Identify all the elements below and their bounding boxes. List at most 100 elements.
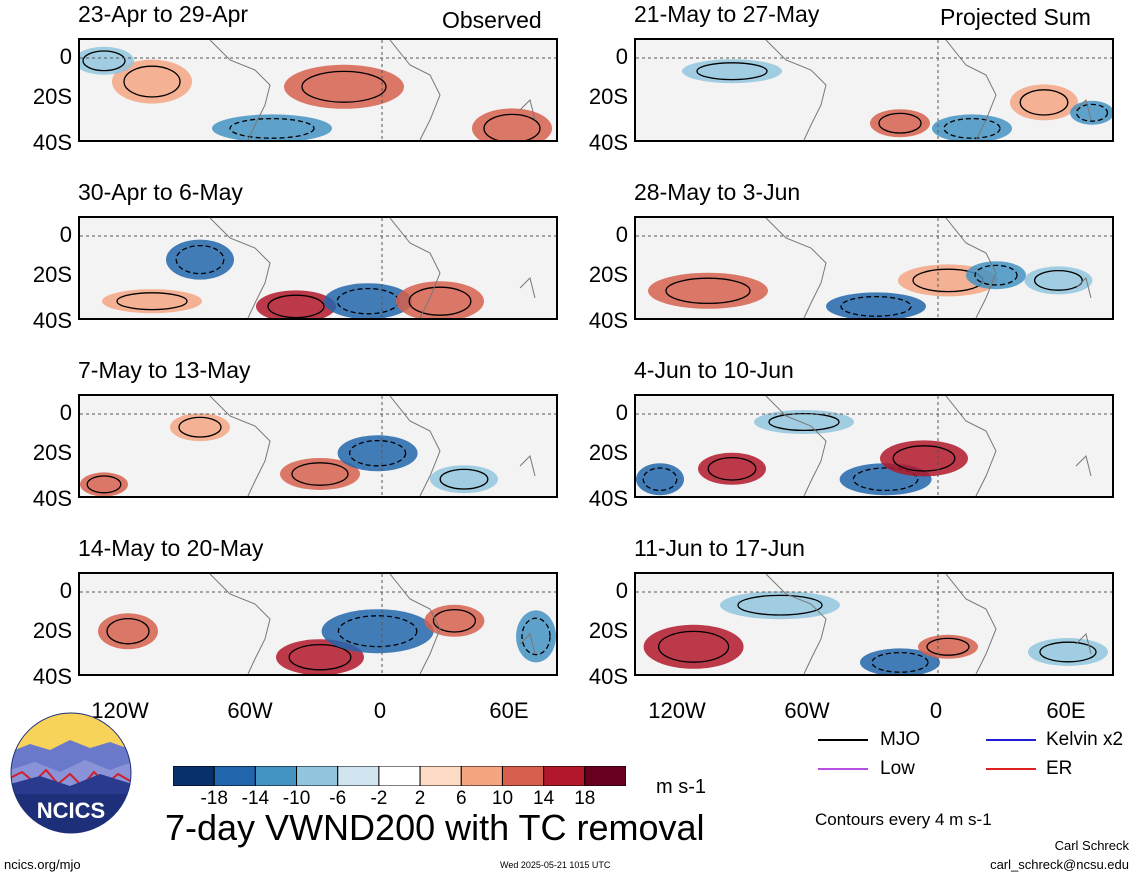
colorbar-tick-label: 6: [455, 788, 467, 809]
y-tick-label: 20S: [32, 618, 72, 643]
y-tick-label: 0: [59, 44, 72, 69]
colorbar: [172, 765, 627, 787]
footer-timestamp: Wed 2025-05-21 1015 UTC: [500, 860, 611, 870]
map-panel-svg: [636, 396, 1112, 496]
y-tick-label: 0: [615, 44, 628, 69]
y-tick-label: 0: [59, 222, 72, 247]
mjo-contour: [521, 617, 551, 656]
map-panel-svg: [80, 396, 556, 496]
anomaly-region: [212, 114, 332, 140]
y-tick-label: 0: [59, 400, 72, 425]
map-panel-observed-1: [78, 38, 558, 142]
mjo-contour: [974, 264, 1018, 286]
colorbar-swatch: [460, 765, 503, 787]
coastline: [765, 218, 1092, 318]
mjo-contour: [229, 117, 315, 139]
y-tick-label: 20S: [588, 440, 628, 465]
mjo-contour: [871, 651, 929, 673]
map-panel-projected-3: [634, 394, 1114, 498]
mjo-contour: [82, 50, 126, 72]
y-tick-label: 0: [615, 222, 628, 247]
colorbar-swatch: [501, 765, 545, 787]
mjo-contour: [1039, 641, 1097, 663]
map-panel-observed-4: [78, 572, 558, 676]
footer-email[interactable]: carl_schreck@ncsu.edu: [990, 857, 1129, 872]
colorbar-tick-label: 2: [414, 788, 426, 809]
contour-note: Contours every 4 m s-1: [815, 810, 992, 829]
legend-label-low: Low: [880, 758, 915, 779]
map-panel-projected-1: [634, 38, 1114, 142]
panel-date-title: 21-May to 27-May: [634, 1, 820, 27]
map-panel-observed-2: [78, 216, 558, 320]
y-tick-label: 40S: [32, 308, 72, 333]
legend-label-mjo: MJO: [880, 729, 921, 750]
x-tick-right-60e: 60E: [1046, 698, 1086, 723]
colorbar-swatch: [584, 765, 627, 787]
x-tick-right-0: 0: [929, 698, 943, 723]
y-tick-label: 20S: [588, 618, 628, 643]
legend-line-kelvin: [986, 739, 1036, 741]
mjo-contour: [852, 467, 919, 492]
y-tick-label: 40S: [32, 664, 72, 689]
mjo-contour: [348, 439, 407, 467]
x-tick-right-60w: 60W: [784, 698, 830, 723]
coastline: [209, 574, 536, 674]
panel-date-title: 23-Apr to 29-Apr: [78, 1, 249, 27]
colorbar-tick-label: 10: [491, 788, 514, 809]
mjo-contour: [106, 617, 150, 645]
map-panel-svg: [636, 40, 1112, 140]
mjo-contour: [892, 445, 956, 472]
panel-date-title: 4-Jun to 10-Jun: [634, 357, 794, 383]
colorbar-swatch: [419, 765, 462, 787]
mjo-contour: [483, 113, 541, 140]
y-tick-label: 40S: [588, 308, 628, 333]
map-panel-svg: [636, 574, 1112, 674]
legend-line-er: [986, 768, 1036, 770]
mjo-contour: [878, 112, 922, 134]
y-tick-label: 20S: [32, 440, 72, 465]
mjo-contour: [123, 65, 181, 98]
x-tick-right-120w: 120W: [648, 698, 706, 723]
panel-date-title: 28-May to 3-Jun: [634, 179, 801, 205]
y-tick-label: 40S: [588, 130, 628, 155]
colorbar-tick-label: 14: [533, 788, 555, 809]
map-panel-svg: [80, 40, 556, 140]
colorbar-tick-label: -18: [200, 788, 228, 809]
colorbar-tick-label: -14: [241, 788, 270, 809]
units-label: m s-1: [656, 776, 706, 798]
panel-date-title: 14-May to 20-May: [78, 535, 264, 561]
mjo-contour: [1019, 89, 1069, 116]
projected-sum-label: Projected Sum: [940, 4, 1091, 30]
anomaly-region: [396, 281, 484, 318]
colorbar-swatch: [378, 765, 421, 787]
mjo-contour: [337, 615, 418, 648]
y-tick-label: 20S: [32, 262, 72, 287]
mjo-contour: [696, 62, 768, 81]
mjo-contour: [432, 608, 477, 633]
anomaly-region: [256, 290, 336, 318]
footer-url[interactable]: ncics.org/mjo: [4, 857, 81, 872]
anomaly-region: [826, 292, 926, 318]
mjo-contour: [665, 277, 751, 305]
x-tick-left-0: 0: [373, 698, 387, 723]
colorbar-tick-label: -6: [329, 788, 347, 809]
y-tick-label: 0: [615, 400, 628, 425]
colorbar-swatch: [213, 765, 256, 787]
x-tick-left-60w: 60W: [227, 698, 273, 723]
map-panel-projected-4: [634, 572, 1114, 676]
legend-line-low: [818, 768, 868, 770]
x-tick-left-60e: 60E: [489, 698, 529, 723]
mjo-contour: [267, 294, 325, 318]
mjo-contour: [175, 244, 225, 275]
y-tick-label: 20S: [588, 84, 628, 109]
footer-author: Carl Schreck: [1054, 838, 1129, 853]
legend-label-kelvin: Kelvin x2: [1046, 729, 1124, 750]
y-tick-label: 20S: [588, 262, 628, 287]
colorbar-swatch: [296, 765, 339, 787]
colorbar-swatch: [254, 765, 298, 787]
colorbar-swatch: [337, 765, 380, 787]
mjo-contour: [439, 468, 489, 490]
y-tick-label: 40S: [588, 664, 628, 689]
mjo-contour: [926, 637, 970, 656]
colorbar-swatch: [172, 765, 215, 787]
